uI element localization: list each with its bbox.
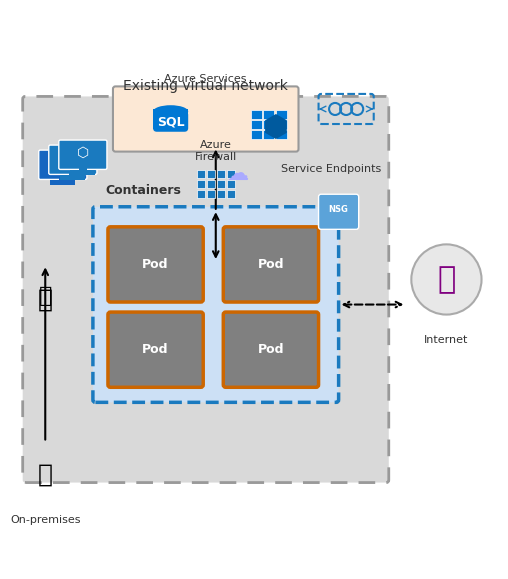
Bar: [50, 181, 75, 185]
Circle shape: [411, 244, 482, 314]
FancyBboxPatch shape: [39, 150, 87, 179]
Bar: [197, 170, 205, 178]
Text: Azure Services: Azure Services: [165, 74, 247, 84]
Text: On-premises: On-premises: [10, 515, 80, 525]
FancyBboxPatch shape: [23, 97, 389, 482]
Bar: [217, 179, 225, 188]
Bar: [70, 170, 96, 175]
FancyBboxPatch shape: [59, 140, 107, 170]
FancyBboxPatch shape: [319, 194, 359, 229]
Bar: [153, 109, 188, 129]
Bar: [276, 130, 287, 139]
Text: Pod: Pod: [258, 258, 284, 271]
Bar: [251, 120, 262, 129]
Text: ☁: ☁: [227, 164, 249, 184]
Text: Pod: Pod: [142, 343, 169, 356]
Bar: [197, 190, 205, 198]
Text: Existing virtual network: Existing virtual network: [123, 79, 288, 93]
Ellipse shape: [153, 105, 188, 118]
FancyBboxPatch shape: [93, 207, 339, 402]
Bar: [264, 120, 274, 129]
Text: NSG: NSG: [329, 205, 348, 214]
Text: Azure
Firewall: Azure Firewall: [195, 140, 237, 162]
Bar: [217, 170, 225, 178]
Text: Service Endpoints: Service Endpoints: [281, 164, 381, 174]
Text: ⬡: ⬡: [77, 146, 89, 160]
Bar: [276, 110, 287, 119]
Bar: [227, 170, 235, 178]
Text: 🏢: 🏢: [38, 463, 53, 487]
Bar: [207, 179, 215, 188]
Text: 🔒: 🔒: [38, 288, 53, 312]
Bar: [59, 173, 67, 183]
Bar: [207, 170, 215, 178]
Bar: [251, 110, 262, 119]
Text: Containers: Containers: [106, 184, 181, 197]
Bar: [217, 190, 225, 198]
Text: Internet: Internet: [424, 335, 468, 345]
Bar: [227, 179, 235, 188]
Bar: [264, 130, 274, 139]
Text: SQL: SQL: [157, 115, 184, 128]
Text: Pod: Pod: [258, 343, 284, 356]
Text: Pod: Pod: [142, 258, 169, 271]
FancyBboxPatch shape: [49, 145, 97, 174]
Bar: [79, 163, 87, 173]
Bar: [276, 120, 287, 129]
Text: 🌐: 🌐: [437, 265, 456, 294]
FancyBboxPatch shape: [108, 312, 203, 387]
Bar: [227, 190, 235, 198]
Bar: [251, 130, 262, 139]
Bar: [207, 190, 215, 198]
Text: 🔐: 🔐: [39, 286, 52, 306]
FancyBboxPatch shape: [108, 227, 203, 302]
FancyBboxPatch shape: [224, 312, 319, 387]
Bar: [264, 110, 274, 119]
FancyBboxPatch shape: [224, 227, 319, 302]
Bar: [69, 168, 77, 178]
Bar: [60, 175, 85, 181]
Bar: [197, 179, 205, 188]
FancyBboxPatch shape: [113, 86, 299, 152]
